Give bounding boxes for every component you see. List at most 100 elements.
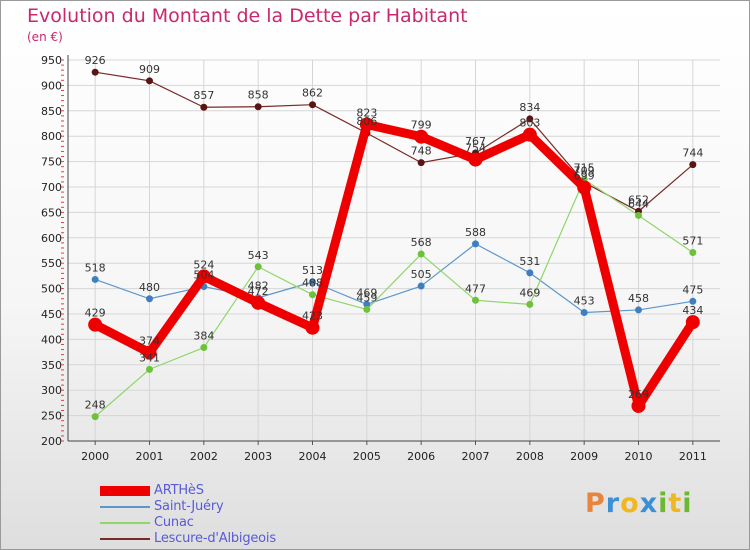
logo-letter: t <box>668 488 683 519</box>
data-point-lescure-d-albigeois <box>91 68 99 76</box>
data-label-lescure-d-albigeois: 709 <box>574 164 595 177</box>
data-label-cunac: 469 <box>519 286 540 299</box>
data-label-cunac: 459 <box>356 291 377 304</box>
data-point-arth-s <box>88 317 103 332</box>
data-point-lescure-d-albigeois <box>689 161 697 169</box>
x-tick-label: 2010 <box>625 450 653 463</box>
data-label-lescure-d-albigeois: 806 <box>356 115 377 128</box>
logo-letter: o <box>620 488 640 519</box>
data-label-saint-ju-ry: 458 <box>628 292 649 305</box>
data-label-arth-s: 269 <box>628 388 649 401</box>
data-label-lescure-d-albigeois: 858 <box>248 89 269 102</box>
data-point-cunac <box>91 413 99 421</box>
data-label-saint-ju-ry: 531 <box>519 255 540 268</box>
x-tick-label: 2001 <box>136 450 164 463</box>
data-point-saint-ju-ry <box>91 275 99 283</box>
data-point-arth-s <box>522 127 537 142</box>
data-label-saint-ju-ry: 469 <box>356 286 377 299</box>
data-point-arth-s <box>685 315 700 330</box>
data-point-arth-s <box>468 152 483 167</box>
data-point-saint-ju-ry <box>363 300 371 308</box>
data-label-cunac: 341 <box>139 351 160 364</box>
legend-swatch-cunac <box>100 522 150 524</box>
data-label-cunac: 543 <box>248 249 269 262</box>
data-label-saint-ju-ry: 453 <box>574 294 595 307</box>
data-point-saint-ju-ry <box>580 308 588 316</box>
data-label-saint-ju-ry: 505 <box>411 268 432 281</box>
data-label-saint-ju-ry: 475 <box>682 283 703 296</box>
data-point-lescure-d-albigeois <box>417 159 425 167</box>
data-label-cunac: 644 <box>628 197 649 210</box>
y-tick-label: 400 <box>41 333 62 346</box>
data-label-saint-ju-ry: 518 <box>85 261 106 274</box>
logo-letter: i <box>682 488 693 519</box>
y-tick-label: 900 <box>41 79 62 92</box>
data-point-cunac <box>309 291 316 299</box>
x-tick-label: 2004 <box>299 450 327 463</box>
data-label-cunac: 568 <box>411 236 432 249</box>
data-point-arth-s <box>305 320 320 335</box>
x-tick-label: 2003 <box>244 450 272 463</box>
data-label-cunac: 384 <box>193 330 214 343</box>
y-tick-label: 350 <box>41 359 62 372</box>
x-tick-label: 2000 <box>81 450 109 463</box>
y-tick-label: 550 <box>41 257 62 270</box>
logo-letter: r <box>605 488 621 519</box>
legend-swatch-arthes <box>100 486 150 496</box>
legend-label-saint-juery: Saint-Juéry <box>154 499 224 514</box>
legend-label-cunac: Cunac <box>154 515 194 530</box>
logo-letter: i <box>658 488 669 519</box>
data-label-cunac: 488 <box>302 277 323 290</box>
y-tick-label: 800 <box>41 130 62 143</box>
data-label-cunac: 715 <box>574 161 595 174</box>
data-label-arth-s: 524 <box>193 258 214 271</box>
data-point-saint-ju-ry <box>309 278 316 286</box>
data-point-arth-s <box>196 269 211 284</box>
series-line-cunac <box>94 178 694 418</box>
x-tick-label: 2009 <box>570 450 598 463</box>
x-tick-label: 2007 <box>462 450 490 463</box>
data-label-cunac: 477 <box>465 282 486 295</box>
data-point-saint-ju-ry <box>472 240 479 248</box>
data-point-cunac <box>635 211 642 219</box>
data-label-lescure-d-albigeois: 909 <box>139 63 160 76</box>
x-tick-label: 2008 <box>516 450 544 463</box>
y-tick-label: 700 <box>41 181 62 194</box>
data-point-cunac <box>200 344 208 352</box>
data-label-saint-ju-ry: 480 <box>139 281 160 294</box>
data-label-saint-ju-ry: 482 <box>248 280 269 293</box>
legend-label-arthes: ARTHèS <box>154 483 204 498</box>
data-label-lescure-d-albigeois: 862 <box>302 87 323 100</box>
data-label-arth-s: 823 <box>356 107 377 120</box>
y-tick-label: 500 <box>41 283 62 296</box>
chart-subtitle: (en €) <box>27 30 63 44</box>
data-point-arth-s <box>577 180 592 195</box>
data-label-cunac: 571 <box>682 235 703 248</box>
data-point-lescure-d-albigeois <box>254 103 262 111</box>
data-label-arth-s: 423 <box>302 310 323 323</box>
proxiti-logo: Proxiti <box>585 488 693 519</box>
data-label-lescure-d-albigeois: 652 <box>628 193 649 206</box>
data-label-arth-s: 699 <box>574 170 595 183</box>
y-tick-label: 200 <box>41 435 62 448</box>
data-label-saint-ju-ry: 504 <box>193 269 214 282</box>
data-point-cunac <box>526 300 534 308</box>
x-tick-label: 2002 <box>190 450 218 463</box>
data-point-saint-ju-ry <box>417 282 425 290</box>
data-point-cunac <box>472 296 479 304</box>
y-tick-label: 250 <box>41 410 62 423</box>
data-label-arth-s: 754 <box>465 142 486 155</box>
data-point-arth-s <box>631 398 646 413</box>
data-label-arth-s: 472 <box>248 285 269 298</box>
data-label-lescure-d-albigeois: 767 <box>465 135 486 148</box>
series-line-lescure-d-albigeois <box>94 71 694 212</box>
data-point-cunac <box>689 249 697 257</box>
data-label-lescure-d-albigeois: 748 <box>411 145 432 158</box>
data-point-lescure-d-albigeois <box>526 115 534 123</box>
y-tick-label: 650 <box>41 206 62 219</box>
y-tick-label: 750 <box>41 156 62 169</box>
logo-letter: P <box>585 488 606 519</box>
data-label-arth-s: 799 <box>411 119 432 132</box>
